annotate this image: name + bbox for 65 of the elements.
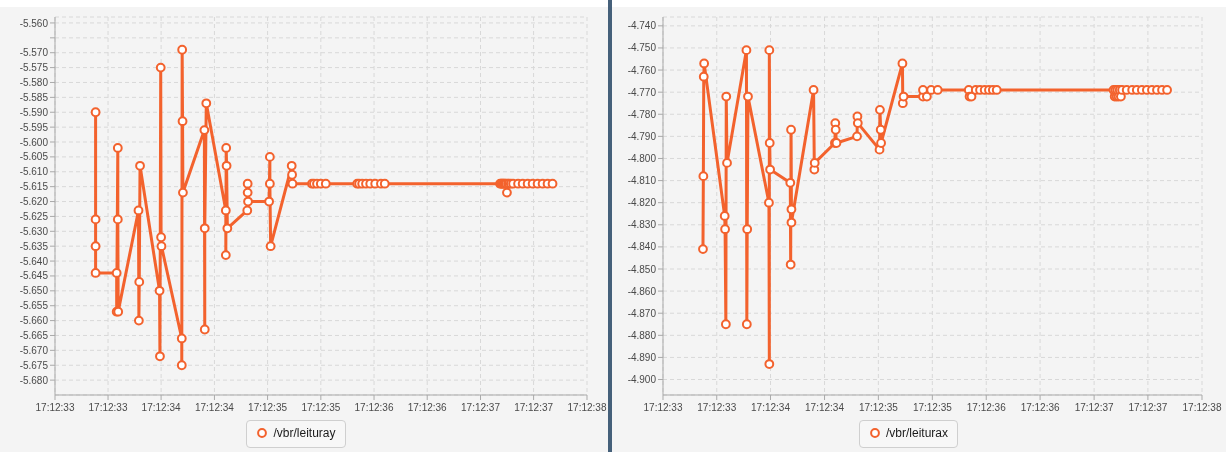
x-tick-label: 17:12:35 — [858, 402, 899, 414]
y-tick-label: -4.830 — [627, 219, 657, 231]
y-tick-label: -4.890 — [627, 351, 657, 363]
x-tick-label: 17:12:35 — [912, 402, 953, 414]
x-tick-label: 17:12:37 — [1074, 402, 1115, 414]
y-tick-label: -5.670 — [19, 344, 49, 356]
y-tick-label: -5.655 — [19, 300, 49, 312]
y-tick-label: -4.740 — [627, 20, 657, 32]
y-tick-label: -5.635 — [19, 240, 49, 252]
y-tick-label: -4.900 — [627, 374, 657, 386]
y-tick-label: -4.860 — [627, 285, 657, 297]
y-tick-label: -4.850 — [627, 263, 657, 275]
x-tick-label: 17:12:33 — [643, 402, 683, 414]
x-tick-label: 17:12:36 — [354, 402, 394, 414]
y-tick-label: -4.750 — [627, 42, 657, 54]
y-tick-label: -4.790 — [627, 130, 657, 142]
x-tick-label: 17:12:36 — [407, 402, 448, 414]
y-tick-label: -5.580 — [19, 77, 49, 89]
y-tick-label: -5.570 — [19, 47, 49, 59]
y-tick-label: -4.840 — [627, 241, 657, 253]
y-tick-label: -5.620 — [19, 196, 49, 208]
y-tick-label: -4.820 — [627, 197, 657, 209]
y-tick-label: -5.650 — [19, 285, 49, 297]
y-tick-label: -5.595 — [19, 121, 49, 133]
y-tick-label: -4.810 — [627, 175, 657, 187]
x-tick-label: 17:12:38 — [567, 402, 607, 414]
x-tick-label: 17:12:35 — [301, 402, 341, 414]
x-tick-label: 17:12:34 — [194, 402, 235, 414]
x-tick-label: 17:12:33 — [697, 402, 737, 414]
x-tick-label: 17:12:37 — [1128, 402, 1168, 414]
y-tick-label: -5.585 — [19, 91, 49, 103]
y-tick-label: -4.880 — [627, 329, 657, 341]
y-tick-label: -5.605 — [19, 151, 49, 163]
y-tick-label: -5.590 — [19, 106, 49, 118]
y-tick-label: -5.660 — [19, 315, 49, 327]
x-tick-label: 17:12:38 — [1182, 402, 1222, 414]
y-tick-label: -4.870 — [627, 307, 657, 319]
y-tick-label: -4.760 — [627, 64, 657, 76]
y-tick-label: -5.665 — [19, 330, 49, 342]
x-tick-label: 17:12:36 — [1020, 402, 1060, 414]
y-tick-label: -5.560 — [19, 17, 49, 29]
legend-label: /vbr/leituray — [273, 425, 336, 441]
legend-label: /vbr/leiturax — [885, 425, 949, 441]
y-tick-label: -5.600 — [19, 136, 49, 148]
y-tick-label: -5.630 — [19, 225, 49, 237]
y-tick-label: -5.645 — [19, 270, 49, 282]
y-tick-label: -4.800 — [627, 153, 657, 165]
y-tick-label: -4.780 — [627, 108, 657, 120]
x-tick-label: 17:12:34 — [141, 402, 181, 414]
y-tick-label: -5.615 — [19, 181, 49, 193]
x-tick-label: 17:12:35 — [248, 402, 288, 414]
x-tick-label: 17:12:34 — [751, 402, 791, 414]
x-tick-label: 17:12:33 — [88, 402, 128, 414]
x-tick-label: 17:12:33 — [35, 402, 75, 414]
x-tick-label: 17:12:36 — [966, 402, 1007, 414]
x-tick-label: 17:12:37 — [461, 402, 501, 414]
y-tick-label: -5.625 — [19, 210, 49, 222]
y-tick-label: -5.610 — [19, 166, 49, 178]
y-tick-label: -4.770 — [627, 86, 657, 98]
x-tick-label: 17:12:34 — [805, 402, 845, 414]
y-tick-label: -5.680 — [19, 374, 49, 386]
y-tick-label: -5.675 — [19, 359, 49, 371]
y-tick-label: -5.640 — [19, 255, 49, 267]
y-tick-label: -5.575 — [19, 62, 49, 74]
x-tick-label: 17:12:37 — [514, 402, 554, 414]
